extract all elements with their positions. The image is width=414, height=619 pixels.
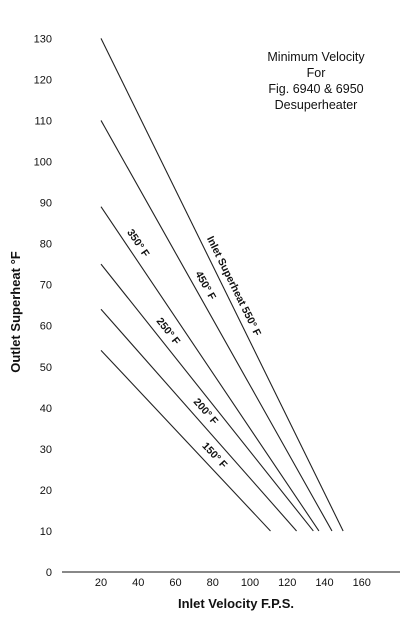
chart-title: Minimum Velocity For Fig. 6940 & 6950 Desup… xyxy=(267,50,365,112)
series-line xyxy=(100,308,297,532)
x-tick-label: 80 xyxy=(207,577,219,589)
x-tick-label: 20 xyxy=(95,577,107,589)
x-axis-label: Inlet Velocity F.P.S. xyxy=(178,596,294,611)
x-tick-label: 120 xyxy=(278,577,296,589)
series-label: 200° F xyxy=(191,396,221,428)
y-tick-label: 90 xyxy=(40,198,52,210)
x-tick-label: 40 xyxy=(132,577,144,589)
y-axis-ticks: 0 10 20 30 40 50 60 70 80 90 100 110 120 130 xyxy=(34,33,52,579)
x-tick-label: 160 xyxy=(353,577,371,589)
y-tick-label: 110 xyxy=(34,115,52,127)
y-axis-label: Outlet Superheat °F xyxy=(8,251,23,373)
y-tick-label: 130 xyxy=(34,33,52,45)
y-tick-label: 0 xyxy=(46,567,52,579)
series-label: 250° F xyxy=(154,316,183,348)
chart-title-line: Minimum Velocity xyxy=(267,50,365,64)
series-label: 450° F xyxy=(192,269,218,302)
series-label: 350° F xyxy=(124,227,152,260)
y-tick-label: 80 xyxy=(40,239,52,251)
series-line xyxy=(100,120,333,532)
y-tick-label: 40 xyxy=(40,403,52,415)
series-line xyxy=(100,38,344,532)
series-line xyxy=(100,349,271,532)
series-line xyxy=(100,263,314,532)
chart-title-line: For xyxy=(307,66,326,80)
chart-title-line: Desuperheater xyxy=(275,98,358,112)
x-tick-label: 60 xyxy=(169,577,181,589)
y-tick-label: 50 xyxy=(40,362,52,374)
x-axis-ticks: 20 40 60 80 100 120 140 160 xyxy=(95,577,371,589)
series-label: 150° F xyxy=(199,440,229,471)
y-tick-label: 60 xyxy=(40,321,52,333)
x-tick-label: 140 xyxy=(315,577,333,589)
series-line xyxy=(100,206,320,532)
y-tick-label: 30 xyxy=(40,444,52,456)
x-tick-label: 100 xyxy=(241,577,259,589)
y-tick-label: 10 xyxy=(40,526,52,538)
chart-title-line: Fig. 6940 & 6950 xyxy=(268,82,363,96)
y-tick-label: 20 xyxy=(40,485,52,497)
series-group xyxy=(100,38,344,532)
y-tick-label: 70 xyxy=(40,280,52,292)
y-tick-label: 100 xyxy=(34,157,52,169)
y-tick-label: 120 xyxy=(34,74,52,86)
